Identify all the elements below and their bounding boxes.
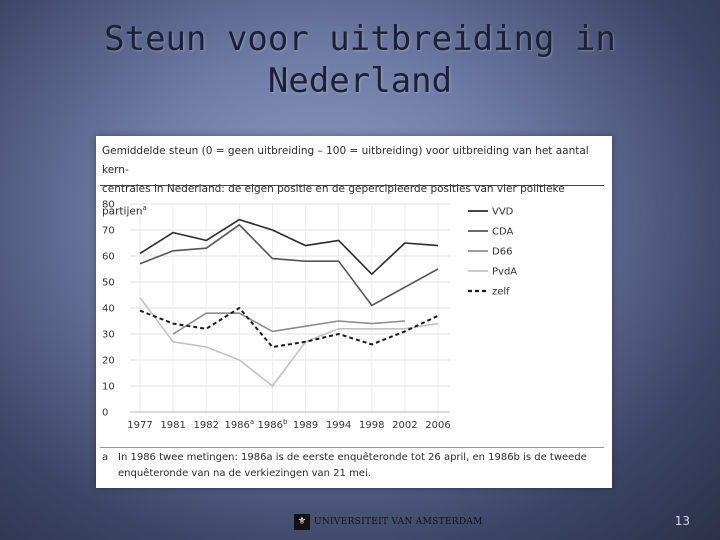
x-tick-label: 1981 [160, 420, 185, 431]
x-tick-label: 2002 [392, 420, 417, 431]
chart-caption: Gemiddelde steun (0 = geen uitbreiding –… [102, 142, 607, 222]
y-tick-label: 10 [102, 382, 115, 393]
legend-label-zelf: zelf [492, 287, 510, 298]
y-tick-label: 70 [102, 226, 115, 237]
line-chart: 0 10 20 30 40 50 60 70 80 1977 1981 1982 1986a 1986b 1… [102, 200, 517, 432]
y-tick-label: 40 [102, 304, 115, 315]
slide-title-line-2: Nederland [267, 61, 453, 101]
slide-title: Steun voor uitbreiding in Nederland [0, 18, 720, 102]
x-tick-label: 1989 [293, 420, 318, 431]
series-line-zelf [139, 307, 439, 348]
series-line-pvda [139, 297, 439, 387]
chart-footnote: a In 1986 twee metingen: 1986a is de eer… [102, 450, 602, 482]
x-tick-label: 1998 [359, 420, 384, 431]
caption-footnote-marker: a [142, 204, 147, 212]
series-line-vvd [139, 218, 439, 275]
university-logo: ⚜ UNIVERSITEIT VAN AMSTERDAM [294, 513, 483, 531]
caption-rule [100, 185, 604, 186]
page-number: 13 [674, 514, 690, 528]
chart-figure: Gemiddelde steun (0 = geen uitbreiding –… [96, 136, 612, 488]
x-tick-label: 2006 [425, 420, 450, 431]
legend-label-cda: CDA [492, 227, 514, 238]
y-tick-label: 80 [102, 200, 115, 211]
footnote-text: In 1986 twee metingen: 1986a is de eerst… [118, 452, 587, 479]
crest-icon: ⚜ [294, 514, 310, 530]
caption-line-1: Gemiddelde steun (0 = geen uitbreiding –… [102, 145, 589, 176]
legend-label-d66: D66 [492, 247, 512, 258]
logo-text: UNIVERSITEIT VAN AMSTERDAM [314, 517, 483, 527]
x-tick-label: 1982 [193, 420, 218, 431]
footnote-rule [100, 447, 604, 448]
x-tick-label: 1986b [257, 418, 287, 431]
caption-line-2: centrales in Nederland: de eigen positie… [102, 180, 607, 222]
y-tick-label: 20 [102, 356, 115, 367]
x-tick-label: 1977 [127, 420, 152, 431]
y-tick-label: 60 [102, 252, 115, 263]
x-tick-label: 1994 [326, 420, 351, 431]
legend-label-pvda: PvdA [492, 267, 517, 278]
slide-title-line-1: Steun voor uitbreiding in [104, 19, 616, 59]
series-line-d66 [172, 312, 405, 335]
caption-line-2-text: centrales in Nederland: de eigen positie… [102, 183, 565, 218]
x-tick-label: 1986a [224, 418, 254, 431]
y-tick-label: 0 [102, 408, 108, 419]
series-line-cda [139, 223, 439, 307]
legend-label-vvd: VVD [492, 207, 514, 218]
footnote-marker: a [102, 452, 109, 463]
y-tick-label: 50 [102, 278, 115, 289]
y-tick-label: 30 [102, 330, 115, 341]
